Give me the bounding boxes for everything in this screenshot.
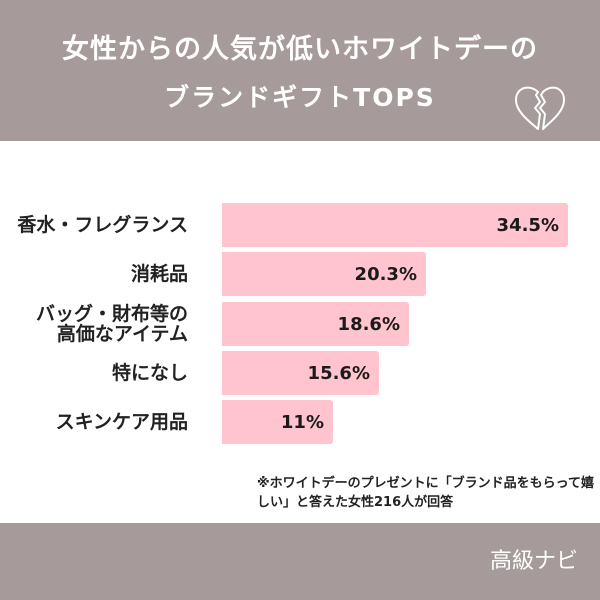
- bar: 11%: [222, 400, 333, 444]
- title-line-1: 女性からの人気が低いホワイトデーの: [62, 34, 538, 65]
- chart-row: バッグ・財布等の 高価なアイテム 18.6%: [0, 302, 600, 346]
- bar: 18.6%: [222, 302, 409, 346]
- bar: 20.3%: [222, 252, 426, 296]
- category-label: スキンケア用品: [55, 411, 188, 433]
- chart-row: 消耗品 20.3%: [0, 252, 600, 296]
- chart-row: 香水・フレグランス 34.5%: [0, 203, 600, 247]
- value-label: 18.6%: [337, 313, 400, 335]
- broken-heart-icon: [515, 86, 565, 130]
- value-label: 11%: [280, 411, 324, 433]
- value-label: 15.6%: [307, 362, 370, 384]
- chart-row: スキンケア用品 11%: [0, 400, 600, 444]
- survey-note: ※ホワイトデーのプレゼントに「ブランド品をもらって嬉しい」と答えた女性216人が…: [257, 476, 594, 510]
- bar: 34.5%: [222, 203, 568, 247]
- brand-logo-text: 高級ナビ: [489, 549, 578, 574]
- category-label: 消耗品: [130, 263, 188, 285]
- chart-row: 特になし 15.6%: [0, 351, 600, 395]
- title-line-2: ブランドギフトTOPS: [164, 83, 436, 112]
- value-label: 20.3%: [354, 263, 417, 285]
- value-label: 34.5%: [496, 214, 559, 236]
- bar: 15.6%: [222, 351, 379, 395]
- category-label: バッグ・財布等の 高価なアイテム: [35, 303, 188, 345]
- footer-banner: 高級ナビ: [0, 523, 600, 600]
- category-label: 香水・フレグランス: [17, 214, 188, 236]
- category-label: 特になし: [111, 362, 188, 384]
- header-banner: 女性からの人気が低いホワイトデーの ブランドギフトTOPS: [0, 0, 600, 141]
